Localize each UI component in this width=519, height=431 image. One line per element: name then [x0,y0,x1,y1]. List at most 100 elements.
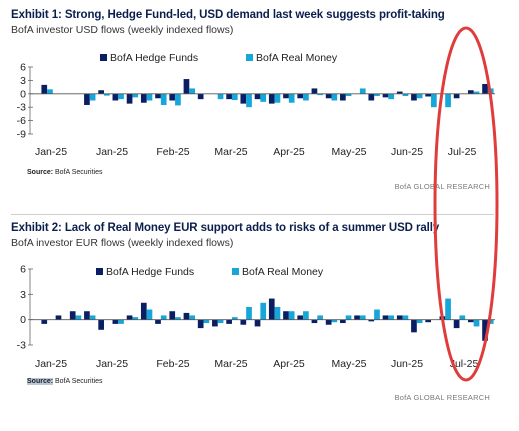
bar-hedge-funds [212,319,218,327]
bar-real-money [146,309,153,320]
y-tick-label: -3 [17,102,26,114]
x-tick-label: Jan-25 [96,146,128,158]
y-tick-label: -6 [17,115,26,127]
legend-label: BofA Hedge Funds [106,266,194,278]
bar-real-money [246,307,252,320]
bar-real-money [487,319,494,324]
bar-real-money [459,315,466,320]
bar-real-money [146,93,153,101]
chart-title: Exhibit 2: Lack of Real Money EUR suppor… [11,222,440,234]
bar-hedge-funds [169,311,176,320]
bar-hedge-funds [254,319,261,327]
bar-hedge-funds [41,319,48,324]
legend-swatch [96,268,103,275]
bar-real-money [203,319,210,324]
bar-hedge-funds [268,93,275,104]
bar-real-money [189,315,195,320]
research-footer: BofA GLOBAL RESEARCH [394,393,490,402]
source-text: BofA Securities [55,378,103,385]
legend-swatch [232,268,239,275]
y-tick-label: 0 [20,88,26,100]
bar-real-money [288,311,295,320]
bar-real-money [260,302,267,320]
bar-hedge-funds [382,93,389,98]
bar-hedge-funds [453,319,460,329]
bar-hedge-funds [482,319,488,341]
bar-real-money [103,93,110,96]
bar-hedge-funds [69,311,76,320]
bar-real-money [274,93,281,103]
bar-real-money [388,93,395,100]
bar-real-money [246,93,252,108]
bar-hedge-funds [368,93,375,101]
bar-real-money [388,315,395,320]
bar-real-money [402,93,409,97]
bar-hedge-funds [325,319,332,325]
bar-real-money [260,93,267,102]
eur-flows-chart: -3 0 3 6 Jan-25 Jan-25 Feb-25 Mar-25 Apr-25 May-2… [17,264,495,370]
bar-hedge-funds [396,315,403,320]
bar-hedge-funds [84,311,90,320]
bar-real-money [47,89,53,94]
bar-hedge-funds [55,315,62,320]
bar-hedge-funds [425,93,432,97]
bar-real-money [331,319,338,323]
bar-real-money [445,298,451,320]
bar-hedge-funds [425,319,432,323]
bar-hedge-funds [368,319,375,322]
bar-real-money [175,317,181,320]
bar-real-money [331,93,338,101]
legend-swatch [246,54,253,61]
bar-real-money [303,311,309,320]
bar-hedge-funds [283,311,289,320]
bar-real-money [303,93,309,101]
bar-real-money [231,317,238,320]
bar-real-money [231,93,238,101]
bar-hedge-funds [112,93,119,101]
bar-hedge-funds [155,319,161,324]
chart-source: Source: BofA Securities [27,169,102,176]
y-tick-label: 0 [20,314,26,326]
bar-hedge-funds [126,93,133,104]
legend-label: BofA Real Money [242,266,324,278]
bar-hedge-funds [297,93,304,99]
bar-real-money [189,88,195,94]
x-tick-label: Jul-25 [450,358,479,370]
bar-hedge-funds [112,319,119,324]
bar-hedge-funds [183,79,190,94]
y-tick-label: -9 [17,129,26,141]
x-tick-label: May-25 [331,146,366,158]
bar-hedge-funds [325,93,332,99]
x-tick-label: May-25 [331,358,366,370]
bar-real-money [374,309,380,320]
legend-label: BofA Real Money [256,52,338,64]
bar-hedge-funds [183,312,190,320]
x-tick-label: Jan-25 [35,358,67,370]
legend-swatch [100,54,107,61]
bar-hedge-funds [84,93,90,105]
bar-real-money [118,319,124,324]
y-tick-label: 3 [20,75,26,87]
bar-real-money [473,319,480,327]
x-tick-label: Jun-25 [391,146,423,158]
bar-hedge-funds [311,88,318,94]
chart-source: Source: BofA Securities [27,378,102,385]
bar-hedge-funds [411,93,417,101]
chart-subtitle: BofA investor EUR flows (weekly indexed … [11,237,234,249]
source-label: Source: [27,378,54,385]
bar-hedge-funds [155,93,161,99]
bar-hedge-funds [268,298,275,320]
bar-hedge-funds [140,93,147,103]
bar-real-money [89,315,96,320]
bar-hedge-funds [226,319,232,324]
divider [11,214,494,215]
bar-hedge-funds [254,93,261,100]
bar-hedge-funds [197,319,204,329]
source-text: BofA Securities [55,169,103,176]
bar-real-money [89,93,96,101]
bar-real-money [317,93,323,96]
bar-real-money [345,93,352,97]
bar-hedge-funds [41,84,48,94]
bar-real-money [132,317,139,320]
x-tick-label: Feb-25 [156,146,189,158]
